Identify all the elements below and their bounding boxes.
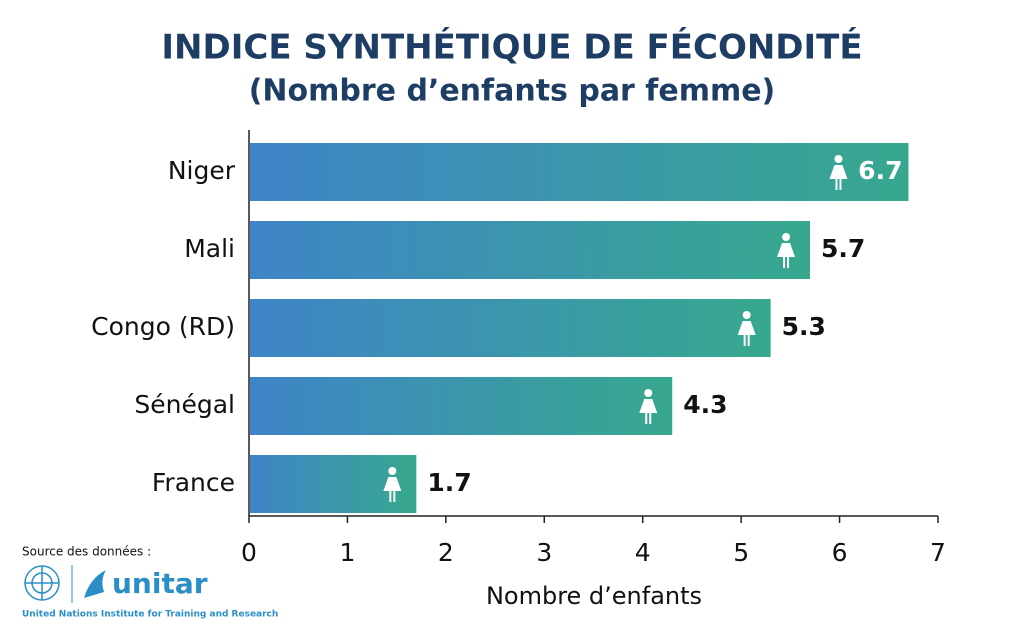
- category-label: Sénégal: [134, 390, 235, 419]
- x-tick-label: 3: [536, 538, 552, 567]
- x-tick-label: 0: [241, 538, 257, 567]
- woman-icon: [777, 233, 796, 268]
- icon-head: [742, 311, 751, 319]
- icon-head: [834, 155, 843, 163]
- icon-body: [383, 477, 402, 502]
- icon-body: [639, 399, 658, 424]
- icon-body: [829, 165, 848, 190]
- value-label: 4.3: [683, 390, 727, 419]
- x-tick-label: 2: [438, 538, 454, 567]
- value-label: 5.7: [821, 234, 865, 263]
- icon-body: [737, 321, 756, 346]
- x-tick-label: 4: [635, 538, 651, 567]
- bar: [250, 377, 673, 435]
- icon-head: [388, 467, 397, 475]
- bar: [250, 143, 909, 201]
- value-label: 1.7: [427, 468, 471, 497]
- category-label: Congo (RD): [91, 312, 235, 341]
- value-label: 6.7: [858, 156, 902, 185]
- un-emblem: [24, 565, 60, 601]
- x-tick-label: 1: [339, 538, 355, 567]
- x-tick-label: 6: [832, 538, 848, 567]
- chart-title: INDICE SYNTHÉTIQUE DE FÉCONDITÉ: [161, 27, 862, 68]
- x-axis-label: Nombre d’enfants: [486, 582, 702, 610]
- category-label: France: [152, 468, 235, 497]
- icon-body: [777, 243, 796, 268]
- category-label: Niger: [168, 156, 236, 185]
- woman-icon: [737, 311, 756, 346]
- x-tick-label: 5: [733, 538, 749, 567]
- source-label: Source des données :: [22, 545, 151, 559]
- woman-icon: [383, 467, 402, 502]
- icon-head: [644, 389, 653, 397]
- woman-icon: [829, 155, 848, 190]
- icon-head: [782, 233, 791, 241]
- logo-bird: [84, 570, 106, 598]
- logo-text: unitar: [112, 567, 208, 600]
- woman-icon: [639, 389, 658, 424]
- bar: [250, 221, 811, 279]
- chart-subtitle: (Nombre d’enfants par femme): [249, 74, 776, 109]
- category-label: Mali: [184, 234, 235, 263]
- value-label: 5.3: [782, 312, 826, 341]
- bar: [250, 299, 771, 357]
- logo-subtitle: United Nations Institute for Training an…: [22, 610, 278, 620]
- x-tick-label: 7: [930, 538, 946, 567]
